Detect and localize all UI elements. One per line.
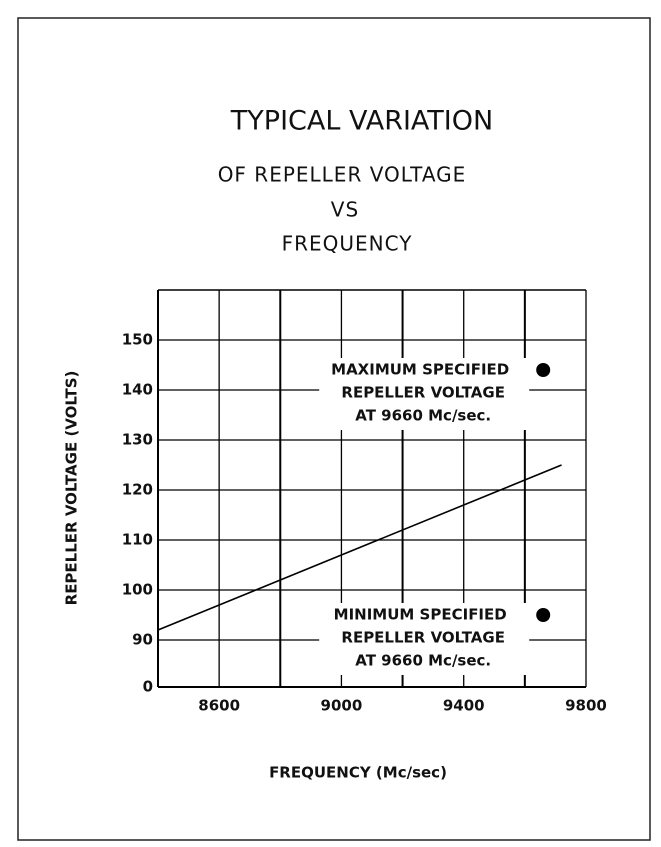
- x-tick-label: 9000: [321, 697, 363, 715]
- annotation: MAXIMUM SPECIFIED: [331, 361, 509, 379]
- chart-subtitle: FREQUENCY: [282, 232, 413, 256]
- page-frame: [17, 17, 651, 841]
- y-tick-label: 150: [122, 331, 153, 349]
- y-axis-label: REPELLER VOLTAGE (VOLTS): [63, 371, 81, 606]
- chart-title: TYPICAL VARIATION: [230, 106, 493, 137]
- annotation: AT 9660 Mc/sec.: [355, 407, 491, 425]
- annotation: REPELLER VOLTAGE: [341, 384, 505, 402]
- point: [536, 363, 551, 377]
- annotation: MINIMUM SPECIFIED: [334, 606, 507, 624]
- x-axis-label: FREQUENCY (Mc/sec): [269, 764, 447, 782]
- y-tick-label: 140: [122, 381, 153, 399]
- annotation-bg: [319, 358, 530, 430]
- annotation: REPELLER VOLTAGE: [341, 629, 505, 647]
- x-tick-label: 8600: [198, 697, 240, 715]
- annotation: AT 9660 Mc/sec.: [355, 652, 491, 670]
- y-tick-label: 100: [122, 581, 153, 599]
- y-tick-label: 90: [132, 631, 153, 649]
- x-tick-label: 9800: [565, 697, 607, 715]
- y-tick-label: 130: [122, 431, 153, 449]
- point: [536, 608, 551, 622]
- y-tick-label: 120: [122, 481, 153, 499]
- annotation-bg: [319, 603, 530, 675]
- y-tick-label: 110: [122, 531, 153, 549]
- x-tick-label: 9400: [443, 697, 485, 715]
- chart-subtitle: VS: [331, 198, 359, 222]
- chart-subtitle: OF REPELLER VOLTAGE: [218, 163, 467, 187]
- y-tick-label: 0: [143, 678, 153, 696]
- data-line: [157, 464, 562, 631]
